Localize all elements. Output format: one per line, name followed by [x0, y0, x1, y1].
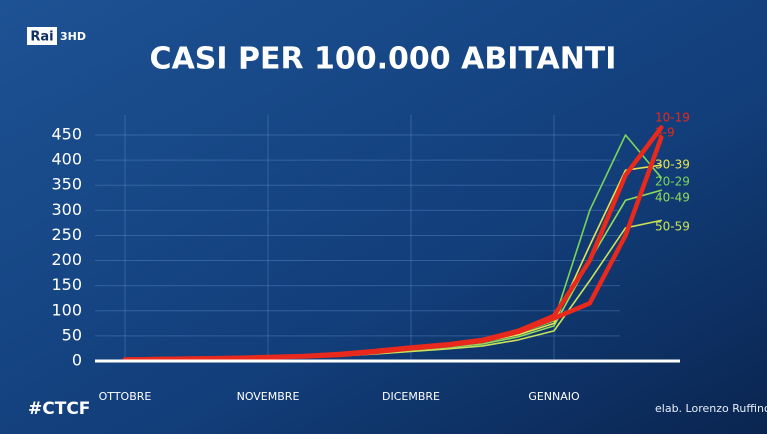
series-label: 10-19	[655, 111, 690, 125]
chart-title: CASI PER 100.000 ABITANTI	[150, 42, 617, 77]
x-tick-label: DICEMBRE	[382, 390, 440, 403]
series-line	[122, 125, 664, 362]
y-tick-label: 0	[72, 351, 82, 370]
x-tick-label: NOVEMBRE	[237, 390, 300, 403]
x-tick-label: GENNAIO	[528, 390, 580, 403]
hashtag: #CTCF	[28, 399, 90, 419]
series-label: 20-29	[655, 175, 690, 189]
series-label: 30-39	[655, 158, 690, 172]
source: elab. Lorenzo Ruffino	[655, 402, 767, 415]
series-label: 3-9	[655, 126, 675, 140]
y-tick-label: 150	[51, 275, 82, 294]
x-tick-label: OTTOBRE	[99, 390, 152, 403]
y-tick-label: 250	[51, 225, 82, 244]
y-tick-label: 200	[51, 250, 82, 269]
series-label: 40-49	[655, 191, 690, 205]
y-tick-label: 100	[51, 300, 82, 319]
y-tick-label: 50	[62, 325, 82, 344]
y-tick-label: 300	[51, 200, 82, 219]
series-label: 50-59	[655, 220, 690, 234]
y-tick-label: 350	[51, 175, 82, 194]
y-tick-label: 400	[51, 150, 82, 169]
logo-channel: 3HD	[60, 30, 86, 43]
logo-brand: Rai	[30, 30, 53, 45]
y-tick-label: 450	[51, 125, 82, 144]
logo-box	[27, 27, 57, 45]
